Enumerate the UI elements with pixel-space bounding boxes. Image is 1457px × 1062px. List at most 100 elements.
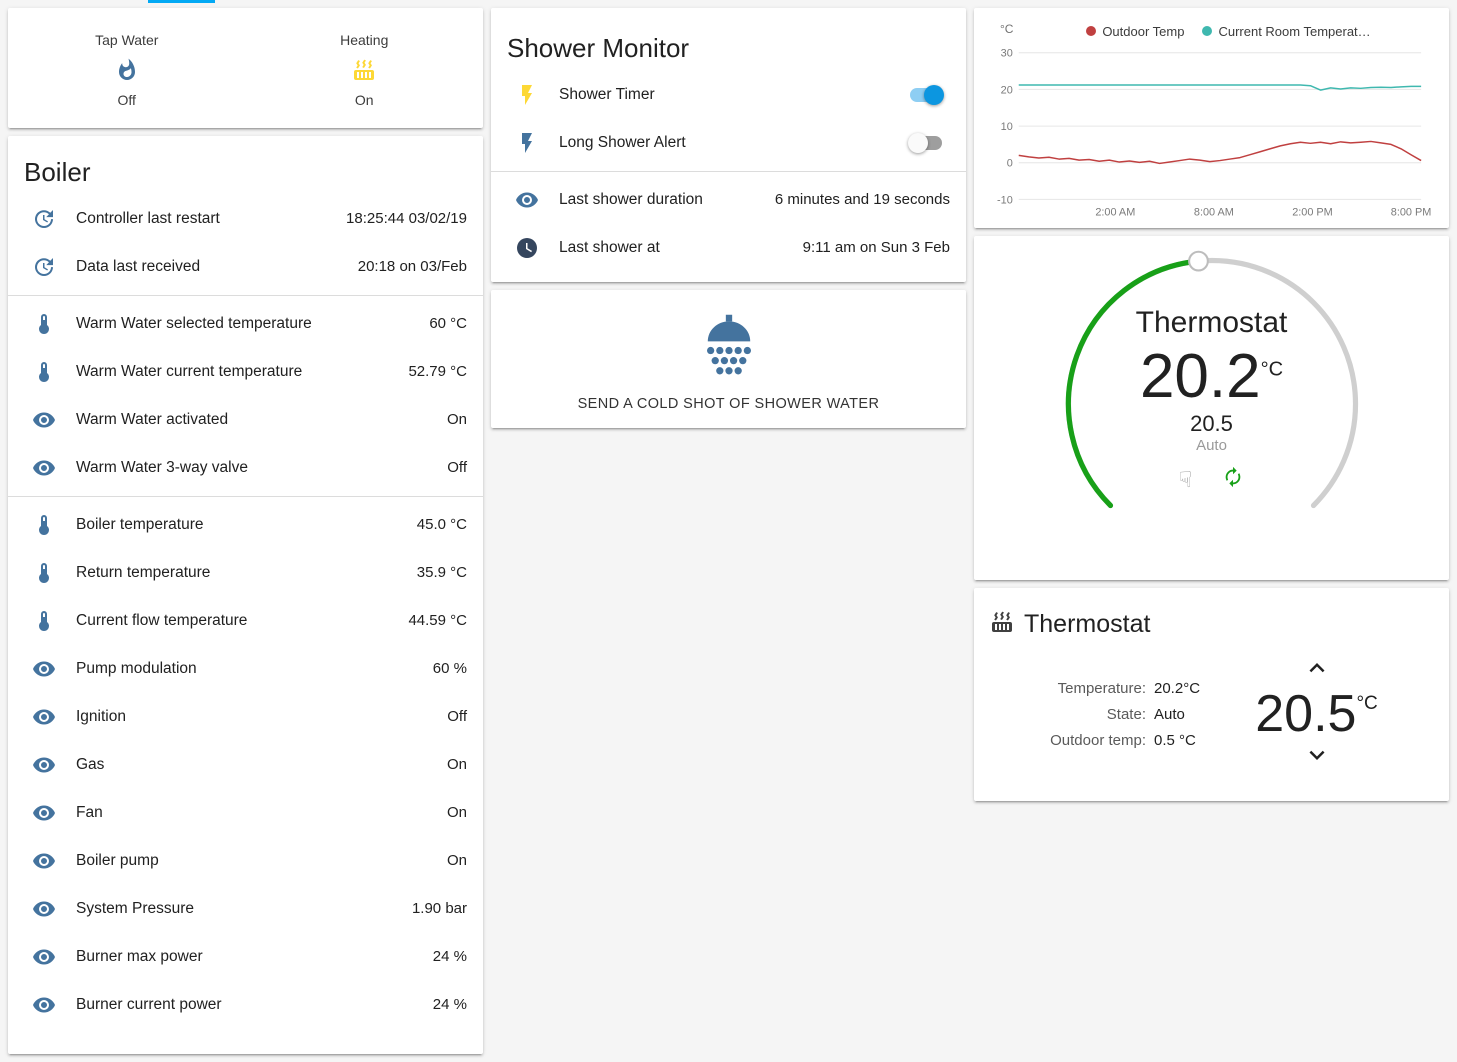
- shower-monitor-card: Shower Monitor Shower Timer Long Shower A…: [491, 8, 966, 282]
- glance-state: On: [354, 92, 374, 108]
- legend-label: Current Room Temperat…: [1218, 23, 1371, 39]
- gauge-knob: [1187, 250, 1209, 272]
- glance-item-heating[interactable]: Heating On: [246, 32, 484, 108]
- y-tick-label: -10: [997, 194, 1013, 206]
- entity-label: Current flow temperature: [76, 611, 248, 629]
- glance-card: Tap Water Off Heating On: [8, 8, 483, 128]
- entity-row[interactable]: Warm Water activated On: [24, 396, 467, 444]
- entity-row[interactable]: Burner current power 24 %: [24, 981, 467, 1029]
- entity-row[interactable]: Return temperature 35.9 °C: [24, 549, 467, 597]
- shower-toggle-rows: Shower Timer Long Shower Alert: [507, 71, 950, 167]
- entity-row[interactable]: Last shower duration 6 minutes and 19 sec…: [507, 176, 950, 224]
- radiator-icon: [352, 58, 376, 82]
- entity-row[interactable]: Controller last restart 18:25:44 03/02/19: [24, 195, 467, 243]
- legend-item[interactable]: Outdoor Temp: [1086, 24, 1184, 39]
- attribute-row: Temperature: 20.2°C: [1034, 680, 1200, 697]
- legend-label: Outdoor Temp: [1102, 23, 1185, 39]
- thermostat-card-header: Thermostat: [990, 610, 1433, 639]
- toggle-switch[interactable]: [908, 84, 944, 105]
- attribute-row: State: Auto: [1034, 706, 1200, 723]
- entity-row[interactable]: Ignition Off: [24, 693, 467, 741]
- autorenew-button-wrap[interactable]: [1222, 466, 1244, 493]
- chart-unit-label: °C: [1000, 22, 1014, 36]
- gauge-mode-buttons: ☟: [1179, 466, 1244, 493]
- thermostat-dial[interactable]: [1056, 248, 1368, 560]
- y-tick-label: 30: [1000, 48, 1012, 60]
- entity-row[interactable]: Current flow temperature 44.59 °C: [24, 597, 467, 645]
- thermostat-card-title: Thermostat: [1024, 610, 1151, 638]
- attribute-label: Temperature:: [1057, 679, 1146, 697]
- entity-row[interactable]: Fan On: [24, 789, 467, 837]
- entity-row[interactable]: Warm Water current temperature 52.79 °C: [24, 348, 467, 396]
- entity-label: Warm Water 3-way valve: [76, 458, 248, 476]
- entity-value: 35.9 °C: [416, 564, 467, 581]
- thermometer-icon: [32, 312, 56, 336]
- entity-value: Off: [447, 459, 467, 476]
- thermostat-card-body: Temperature: 20.2°C State: Auto Outdoor temp…: [990, 653, 1433, 775]
- autorenew-icon: [1222, 466, 1244, 488]
- shower-monitor-title: Shower Monitor: [507, 33, 690, 63]
- temperature-chart: 30 20 10 0 -10 2:00 AM 8:00 AM 2:00 PM 8:00 PM: [997, 48, 1431, 219]
- clock-icon: [515, 236, 539, 260]
- entity-row[interactable]: Warm Water selected temperature 60 °C: [24, 300, 467, 348]
- eye-icon: [32, 705, 56, 729]
- chevron-down-icon[interactable]: [1302, 740, 1332, 770]
- toggle-label: Shower Timer: [559, 85, 655, 103]
- entity-label: Fan: [76, 803, 103, 821]
- entity-label: Boiler temperature: [76, 515, 204, 533]
- eye-icon: [32, 408, 56, 432]
- chart-header: °C Outdoor Temp Current Room Temperat…: [976, 18, 1447, 44]
- flash-icon: [515, 131, 539, 155]
- toggle-switch[interactable]: [908, 132, 944, 153]
- entity-row[interactable]: Pump modulation 60 %: [24, 645, 467, 693]
- entity-row[interactable]: Warm Water 3-way valve Off: [24, 444, 467, 492]
- entity-value: 44.59 °C: [408, 612, 467, 629]
- attribute-row: Outdoor temp: 0.5 °C: [1034, 732, 1200, 749]
- entity-row[interactable]: Gas On: [24, 741, 467, 789]
- entity-row[interactable]: Boiler temperature 45.0 °C: [24, 501, 467, 549]
- entity-label: Warm Water selected temperature: [76, 314, 312, 332]
- eye-icon: [32, 456, 56, 480]
- entity-row[interactable]: Boiler pump On: [24, 837, 467, 885]
- cold-shot-button-label[interactable]: SEND A COLD SHOT OF SHOWER WATER: [577, 395, 880, 412]
- toggle-row: Shower Timer: [507, 71, 950, 119]
- gauge-current-temperature: 20.2°C: [1140, 344, 1283, 409]
- legend-item[interactable]: Current Room Temperat…: [1202, 23, 1371, 39]
- eye-icon: [32, 849, 56, 873]
- thermometer-icon: [32, 609, 56, 633]
- entity-value: 9:11 am on Sun 3 Feb: [802, 239, 950, 256]
- active-tab-indicator[interactable]: [148, 0, 215, 3]
- entity-value: 60 %: [432, 660, 467, 677]
- entity-label: Data last received: [76, 257, 201, 275]
- legend-dot: [1086, 26, 1097, 36]
- gauge-fill-arc: [1065, 258, 1201, 509]
- entity-label: Warm Water current temperature: [76, 362, 303, 380]
- divider: [491, 170, 966, 172]
- pointer-down-icon[interactable]: ☟: [1178, 466, 1193, 492]
- cold-shot-button-card[interactable]: SEND A COLD SHOT OF SHOWER WATER: [491, 289, 966, 428]
- entity-row[interactable]: System Pressure 1.90 bar: [24, 885, 467, 933]
- thermostat-gauge-card: Thermostat 20.2°C 20.5 Auto ☟: [974, 236, 1449, 580]
- entity-row[interactable]: Burner max power 24 %: [24, 933, 467, 981]
- entity-label: Controller last restart: [76, 209, 220, 227]
- eye-icon: [32, 897, 56, 921]
- y-tick-label: 20: [1000, 84, 1012, 96]
- glance-item-tap-water[interactable]: Tap Water Off: [8, 32, 246, 108]
- entity-row[interactable]: Last shower at 9:11 am on Sun 3 Feb: [507, 224, 950, 272]
- x-tick-label: 8:00 AM: [1193, 206, 1233, 218]
- entity-label: Pump modulation: [76, 659, 197, 677]
- right-column: °C Outdoor Temp Current Room Temperat… 30…: [974, 8, 1449, 1054]
- fire-icon: [115, 58, 139, 82]
- toggle-row: Long Shower Alert: [507, 119, 950, 167]
- chart-legend: Outdoor Temp Current Room Temperat…: [1086, 23, 1371, 39]
- chevron-up-icon[interactable]: [1302, 653, 1332, 683]
- entity-value: On: [446, 756, 467, 773]
- entity-value: Off: [447, 708, 467, 725]
- entity-value: 24 %: [432, 948, 467, 965]
- entity-row[interactable]: Data last received 20:18 on 03/Feb: [24, 243, 467, 291]
- shower-head-icon: [691, 310, 767, 386]
- history-graph-card: °C Outdoor Temp Current Room Temperat… 30…: [974, 8, 1449, 228]
- update-icon: [32, 207, 56, 231]
- shower-info-rows: Last shower duration 6 minutes and 19 sec…: [507, 176, 950, 272]
